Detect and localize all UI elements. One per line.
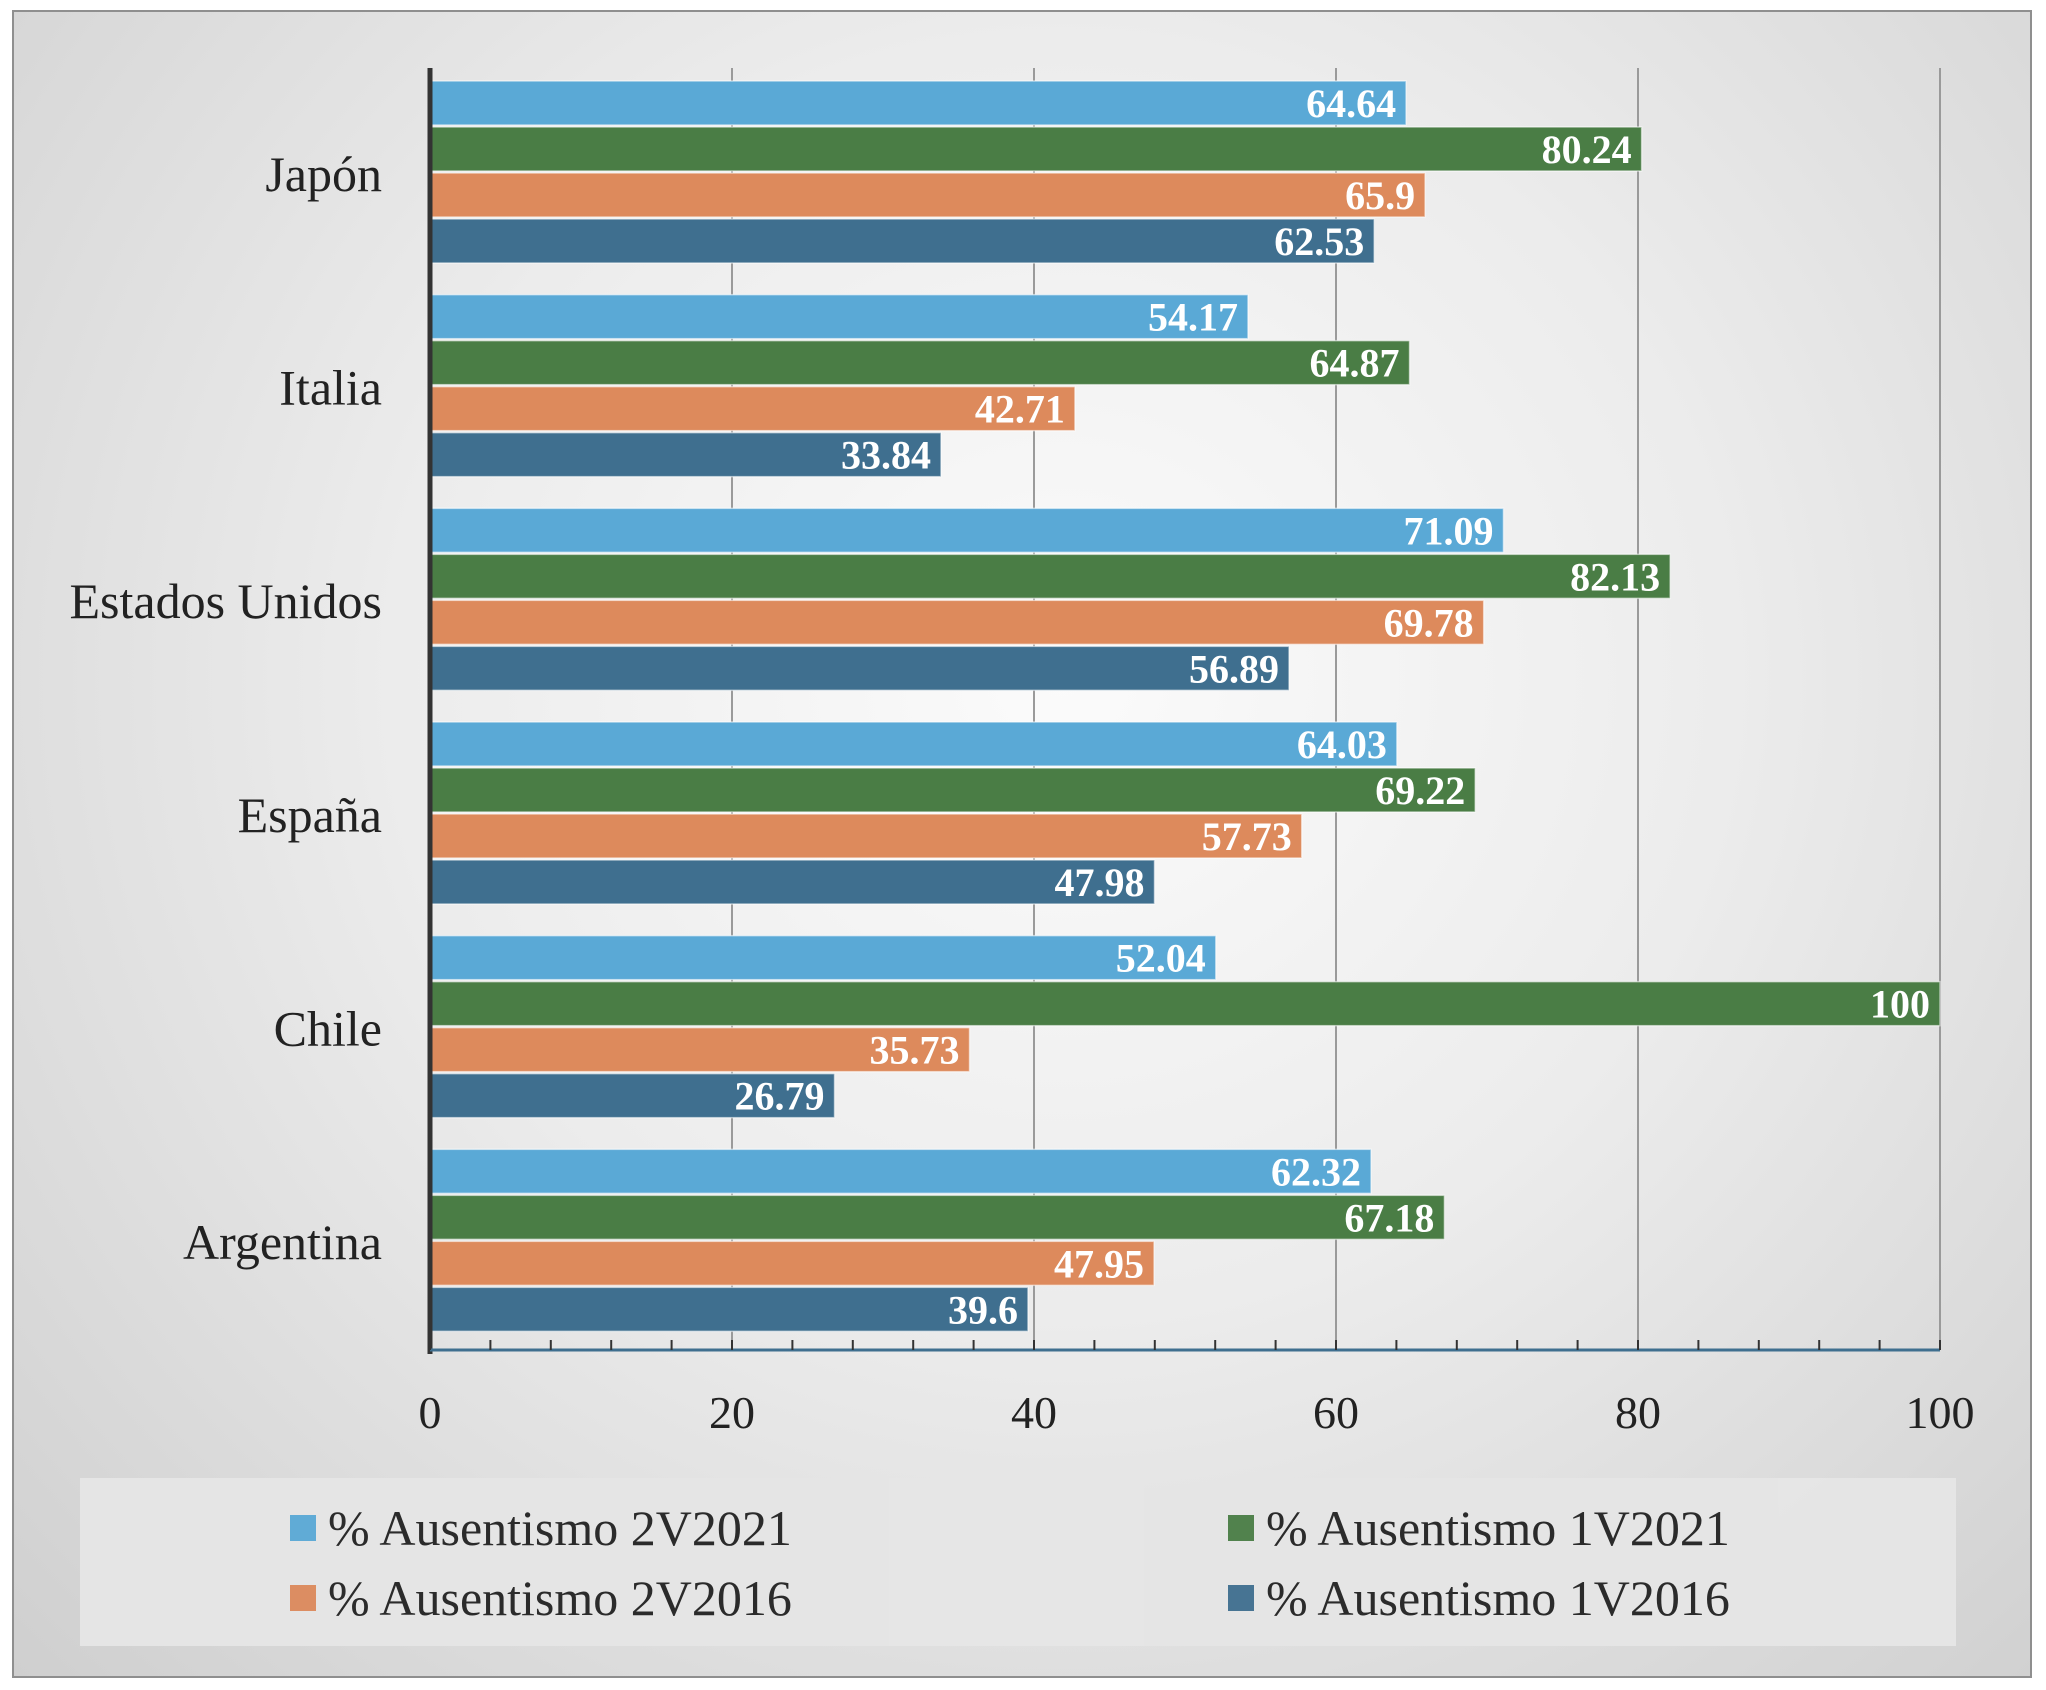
data-label-estados-unidos-ausentismo-2v2016: 69.78 bbox=[1384, 600, 1474, 645]
legend-item-1v2021: % Ausentismo 1V2021 bbox=[1228, 1498, 1730, 1558]
bar-espana-ausentismo-2v2016 bbox=[429, 813, 1303, 859]
bar-espana-ausentismo-2v2021 bbox=[429, 721, 1398, 767]
bar-estados-unidos-ausentismo-2v2016 bbox=[429, 599, 1485, 646]
legend: % Ausentismo 2V2021 % Ausentismo 1V2021 … bbox=[80, 1478, 1956, 1646]
legend-item-1v2016: % Ausentismo 1V2016 bbox=[1228, 1568, 1730, 1628]
x-tick-label-20: 20 bbox=[709, 1387, 755, 1438]
bar-chile-ausentismo-2v2021 bbox=[429, 934, 1217, 981]
bar-argentina-ausentismo-1v2016 bbox=[429, 1286, 1029, 1333]
data-label-estados-unidos-ausentismo-1v2016: 56.89 bbox=[1189, 646, 1279, 691]
data-label-chile-ausentismo-2v2021: 52.04 bbox=[1116, 936, 1206, 981]
bar-chile-ausentismo-1v2016 bbox=[429, 1072, 836, 1119]
data-label-italia-ausentismo-1v2016: 33.84 bbox=[841, 433, 931, 478]
data-label-argentina-ausentismo-2v2021: 62.32 bbox=[1271, 1149, 1361, 1194]
data-label-japon-ausentismo-2v2016: 65.9 bbox=[1345, 173, 1415, 218]
data-label-argentina-ausentismo-1v2016: 39.6 bbox=[948, 1287, 1018, 1332]
category-label-italia: Italia bbox=[279, 360, 382, 416]
bar-espana-ausentismo-1v2021 bbox=[429, 767, 1476, 813]
legend-item-2v2021: % Ausentismo 2V2021 bbox=[290, 1498, 792, 1558]
data-label-espana-ausentismo-2v2016: 57.73 bbox=[1202, 814, 1292, 859]
bar-japon-ausentismo-2v2016 bbox=[429, 172, 1426, 218]
bar-japon-ausentismo-1v2016 bbox=[429, 218, 1375, 264]
data-label-chile-ausentismo-1v2021: 100 bbox=[1870, 982, 1930, 1027]
legend-swatch-2v2016 bbox=[290, 1585, 316, 1611]
data-label-chile-ausentismo-1v2016: 26.79 bbox=[735, 1074, 825, 1119]
legend-swatch-2v2021 bbox=[290, 1515, 316, 1541]
category-label-chile: Chile bbox=[274, 1001, 382, 1057]
x-tick-label-40: 40 bbox=[1011, 1387, 1057, 1438]
data-label-espana-ausentismo-1v2016: 47.98 bbox=[1054, 860, 1144, 905]
legend-label-1v2021: % Ausentismo 1V2021 bbox=[1266, 1500, 1730, 1556]
data-label-estados-unidos-ausentismo-2v2021: 71.09 bbox=[1403, 508, 1493, 553]
bar-argentina-ausentismo-2v2016 bbox=[429, 1240, 1155, 1287]
bar-chile-ausentismo-2v2016 bbox=[429, 1026, 971, 1073]
data-label-espana-ausentismo-2v2021: 64.03 bbox=[1297, 722, 1387, 767]
data-label-japon-ausentismo-1v2016: 62.53 bbox=[1274, 219, 1364, 264]
x-tick-label-80: 80 bbox=[1615, 1387, 1661, 1438]
bar-italia-ausentismo-1v2021 bbox=[429, 339, 1411, 386]
x-tick-label-60: 60 bbox=[1313, 1387, 1359, 1438]
bar-estados-unidos-ausentismo-1v2021 bbox=[429, 553, 1671, 600]
data-label-italia-ausentismo-1v2021: 64.87 bbox=[1310, 341, 1400, 386]
category-label-japon: Japón bbox=[265, 146, 382, 202]
legend-label-2v2016: % Ausentismo 2V2016 bbox=[328, 1570, 792, 1626]
bar-chile-ausentismo-1v2021 bbox=[429, 980, 1941, 1027]
legend-label-1v2016: % Ausentismo 1V2016 bbox=[1266, 1570, 1730, 1626]
data-label-estados-unidos-ausentismo-1v2021: 82.13 bbox=[1570, 554, 1660, 599]
x-tick-label-100: 100 bbox=[1906, 1387, 1975, 1438]
legend-item-2v2016: % Ausentismo 2V2016 bbox=[290, 1568, 792, 1628]
data-label-argentina-ausentismo-1v2021: 67.18 bbox=[1344, 1195, 1434, 1240]
data-label-chile-ausentismo-2v2016: 35.73 bbox=[870, 1028, 960, 1073]
legend-swatch-1v2016 bbox=[1228, 1585, 1254, 1611]
bar-italia-ausentismo-1v2016 bbox=[429, 431, 942, 478]
bar-japon-ausentismo-2v2021 bbox=[429, 80, 1407, 126]
data-label-argentina-ausentismo-2v2016: 47.95 bbox=[1054, 1241, 1144, 1286]
data-label-italia-ausentismo-2v2021: 54.17 bbox=[1148, 295, 1238, 340]
legend-swatch-1v2021 bbox=[1228, 1515, 1254, 1541]
category-label-argentina: Argentina bbox=[183, 1214, 382, 1270]
bar-espana-ausentismo-1v2016 bbox=[429, 859, 1156, 905]
x-tick-label-0: 0 bbox=[419, 1387, 442, 1438]
category-label-estados-unidos: Estados Unidos bbox=[70, 573, 383, 629]
bar-japon-ausentismo-1v2021 bbox=[429, 126, 1643, 172]
data-label-espana-ausentismo-1v2021: 69.22 bbox=[1375, 768, 1465, 813]
bar-argentina-ausentismo-2v2021 bbox=[429, 1148, 1372, 1195]
legend-label-2v2021: % Ausentismo 2V2021 bbox=[328, 1500, 792, 1556]
bar-estados-unidos-ausentismo-2v2021 bbox=[429, 507, 1505, 554]
data-label-japon-ausentismo-2v2021: 64.64 bbox=[1306, 81, 1396, 126]
bar-argentina-ausentismo-1v2021 bbox=[429, 1194, 1446, 1241]
data-label-italia-ausentismo-2v2016: 42.71 bbox=[975, 387, 1065, 432]
bar-estados-unidos-ausentismo-1v2016 bbox=[429, 645, 1290, 692]
data-label-japon-ausentismo-1v2021: 80.24 bbox=[1542, 127, 1632, 172]
bar-italia-ausentismo-2v2021 bbox=[429, 293, 1249, 340]
category-label-espana: España bbox=[238, 787, 382, 843]
